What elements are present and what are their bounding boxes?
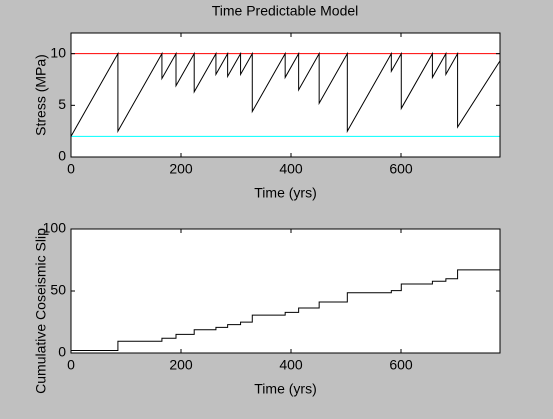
x-tick-label: 200	[169, 161, 193, 177]
plot-area	[71, 229, 500, 353]
y-axis-label: Stress (MPa)	[33, 54, 49, 136]
x-tick-label: 0	[67, 357, 75, 373]
y-tick-label: 10	[50, 44, 66, 60]
y-axis-label: Cumulative Coseismic Slip	[33, 228, 49, 394]
x-tick-label: 600	[389, 161, 413, 177]
y-tick-label: 5	[58, 96, 66, 112]
chart-title: Time Predictable Model	[212, 3, 359, 19]
x-tick-label: 400	[279, 357, 303, 373]
y-tick-label: 0	[58, 148, 66, 164]
data-line	[70, 51, 501, 137]
x-axis-label: Time (yrs)	[254, 185, 316, 201]
x-axis-label: Time (yrs)	[254, 381, 316, 397]
data-line	[71, 269, 500, 352]
x-tick-label: 200	[169, 357, 193, 373]
x-tick-label: 400	[279, 161, 303, 177]
y-tick-label: 0	[58, 344, 66, 360]
y-tick-label: 50	[50, 282, 66, 298]
y-tick-label: 100	[43, 220, 67, 236]
x-tick-label: 0	[67, 161, 75, 177]
x-tick-label: 600	[389, 357, 413, 373]
axes-box	[70, 32, 501, 158]
plot-area	[71, 33, 500, 157]
